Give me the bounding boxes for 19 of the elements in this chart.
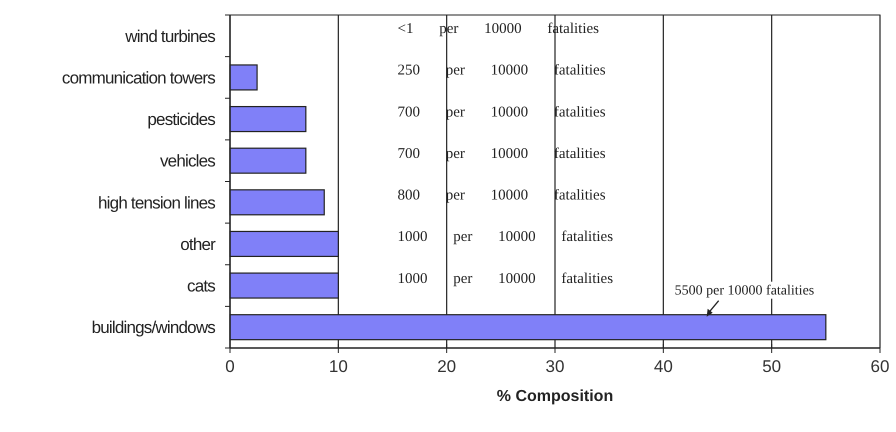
x-tick-label: 10: [328, 357, 348, 376]
x-tick-label: 20: [437, 357, 456, 376]
y-tick-label: buildings/windows: [92, 318, 216, 338]
x-tick-label: 0: [225, 357, 235, 376]
y-tick-label: vehicles: [160, 152, 216, 171]
y-tick-label: cats: [187, 276, 216, 296]
annotation: 1000 per 10000 fatalities: [398, 229, 614, 246]
y-tick-label: high tension lines: [98, 193, 216, 212]
annotation: 5500 per 10000 fatalities: [674, 284, 814, 299]
x-axis-title: % Composition: [496, 388, 614, 405]
y-tick-label: wind turbines: [124, 26, 216, 46]
y-tick-label: communication towers: [62, 68, 216, 88]
x-tick-label: 40: [654, 357, 673, 376]
y-tick-label: other: [180, 234, 216, 254]
y-tick-label: pesticides: [147, 110, 216, 130]
annotation: 1000 per 10000 fatalities: [398, 270, 614, 287]
x-tick-label: 30: [546, 357, 564, 376]
x-tick-label: 60: [870, 357, 890, 376]
x-tick-label: 50: [762, 357, 782, 376]
